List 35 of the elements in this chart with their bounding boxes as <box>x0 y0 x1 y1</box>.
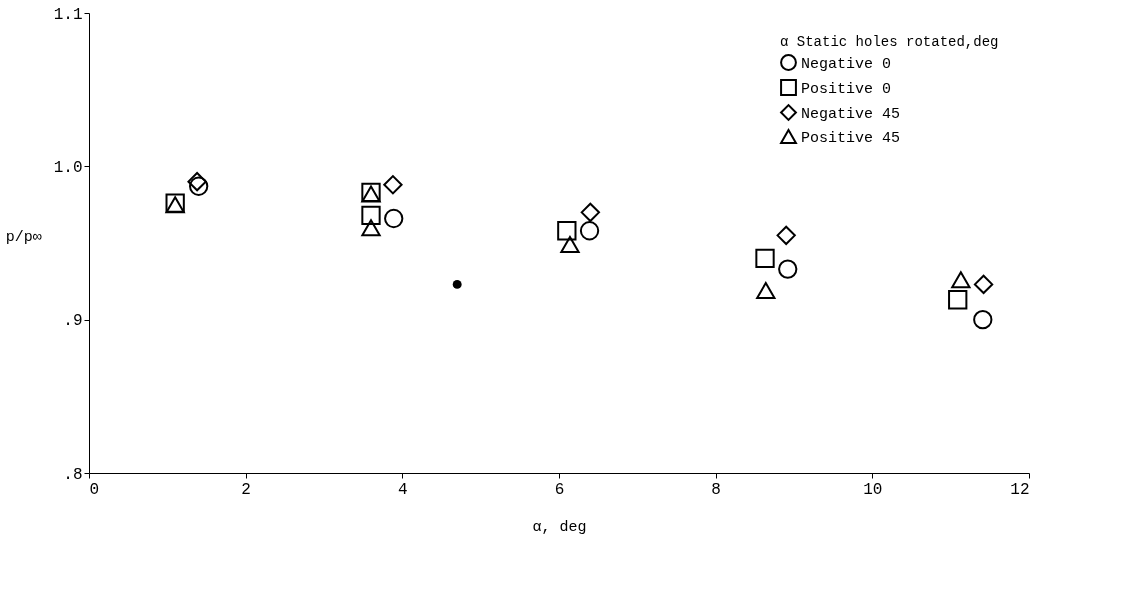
x-tick-label: 6 <box>554 480 565 499</box>
x-axis-title: α, deg <box>532 518 587 536</box>
point <box>776 225 796 245</box>
y-axis-title: p/p∞ <box>5 228 42 246</box>
point <box>560 236 580 254</box>
y-tick-label: 1.1 <box>53 5 83 24</box>
point <box>755 248 775 268</box>
legend-label: Positive 45 <box>801 129 901 147</box>
y-tick-label: .9 <box>63 312 83 331</box>
point <box>384 208 404 229</box>
point <box>580 202 600 222</box>
point <box>361 219 381 237</box>
point <box>579 221 600 241</box>
x-tick-label: 4 <box>398 480 408 499</box>
x-tick-label: 2 <box>241 480 251 499</box>
x-tick-label: 12 <box>1010 480 1030 499</box>
point <box>778 259 798 279</box>
legend-title: α Static holes rotated,deg <box>780 34 999 50</box>
x-tick-label: 10 <box>863 480 883 499</box>
legend-label: Positive 0 <box>801 80 892 98</box>
x-tick-label: 0 <box>89 480 100 499</box>
point <box>973 274 994 295</box>
point <box>383 175 403 195</box>
point <box>951 271 971 289</box>
point <box>973 310 993 330</box>
point <box>361 205 381 226</box>
legend-label: Negative 0 <box>801 55 892 73</box>
y-tick-label: 1.0 <box>53 158 83 177</box>
point <box>756 282 776 300</box>
point <box>452 279 462 289</box>
point <box>557 221 577 241</box>
legend-label: Negative 45 <box>801 105 901 123</box>
x-tick-label: 8 <box>711 480 721 499</box>
y-tick-label: .8 <box>63 465 83 484</box>
point <box>948 290 968 310</box>
